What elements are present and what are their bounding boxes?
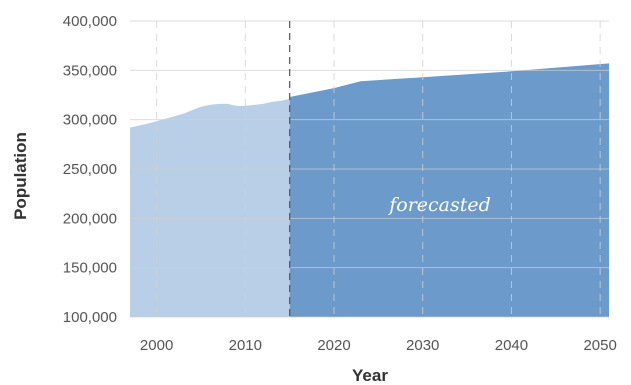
- y-tick-label: 350,000: [63, 62, 117, 79]
- y-tick-label: 200,000: [63, 210, 117, 227]
- x-tick-label: 2010: [229, 337, 262, 354]
- y-tick-label: 300,000: [63, 112, 117, 129]
- forecast-area: [289, 63, 609, 318]
- y-tick-label: 250,000: [63, 161, 117, 178]
- y-tick-label: 100,000: [63, 309, 117, 326]
- x-tick-label: 2030: [406, 337, 439, 354]
- forecast-annotation: forecasted: [387, 194, 491, 216]
- y-tick-label: 150,000: [63, 260, 117, 277]
- x-tick-label: 2040: [495, 337, 528, 354]
- historical-area: [130, 98, 290, 318]
- x-axis-title: Year: [352, 366, 388, 385]
- x-tick-label: 2050: [583, 337, 616, 354]
- y-tick-label: 400,000: [63, 13, 117, 30]
- x-tick-label: 2000: [140, 337, 173, 354]
- y-axis-title: Population: [11, 132, 30, 220]
- x-tick-label: 2020: [317, 337, 350, 354]
